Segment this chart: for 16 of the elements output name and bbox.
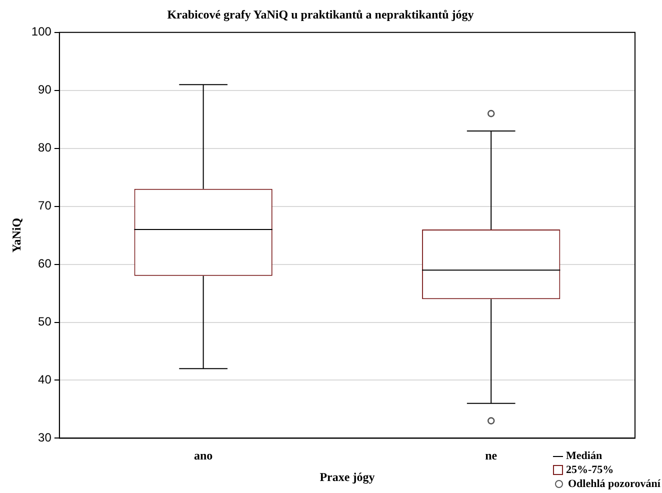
- y-tick-label: 30: [38, 430, 52, 445]
- y-tick-label: 40: [38, 372, 52, 387]
- y-axis-title: YaNiQ: [9, 218, 24, 253]
- x-tick-label: ne: [485, 448, 498, 462]
- text: Medián: [566, 450, 602, 462]
- y-tick-label: 60: [38, 256, 52, 271]
- y-tick-label: 100: [31, 24, 52, 39]
- text: 25%-75%: [566, 464, 614, 476]
- y-tick-label: 70: [38, 198, 52, 213]
- y-tick-label: 80: [38, 140, 52, 155]
- chart-title: Krabicové grafy YaNiQ u praktikantů a nepraktikantů jógy: [167, 7, 474, 22]
- x-tick-label: ano: [194, 448, 213, 462]
- x-axis-title: Praxe jógy: [320, 470, 375, 484]
- text: Odlehlá pozorování: [568, 478, 660, 490]
- y-tick-label: 90: [38, 82, 52, 97]
- y-tick-label: 50: [38, 314, 52, 329]
